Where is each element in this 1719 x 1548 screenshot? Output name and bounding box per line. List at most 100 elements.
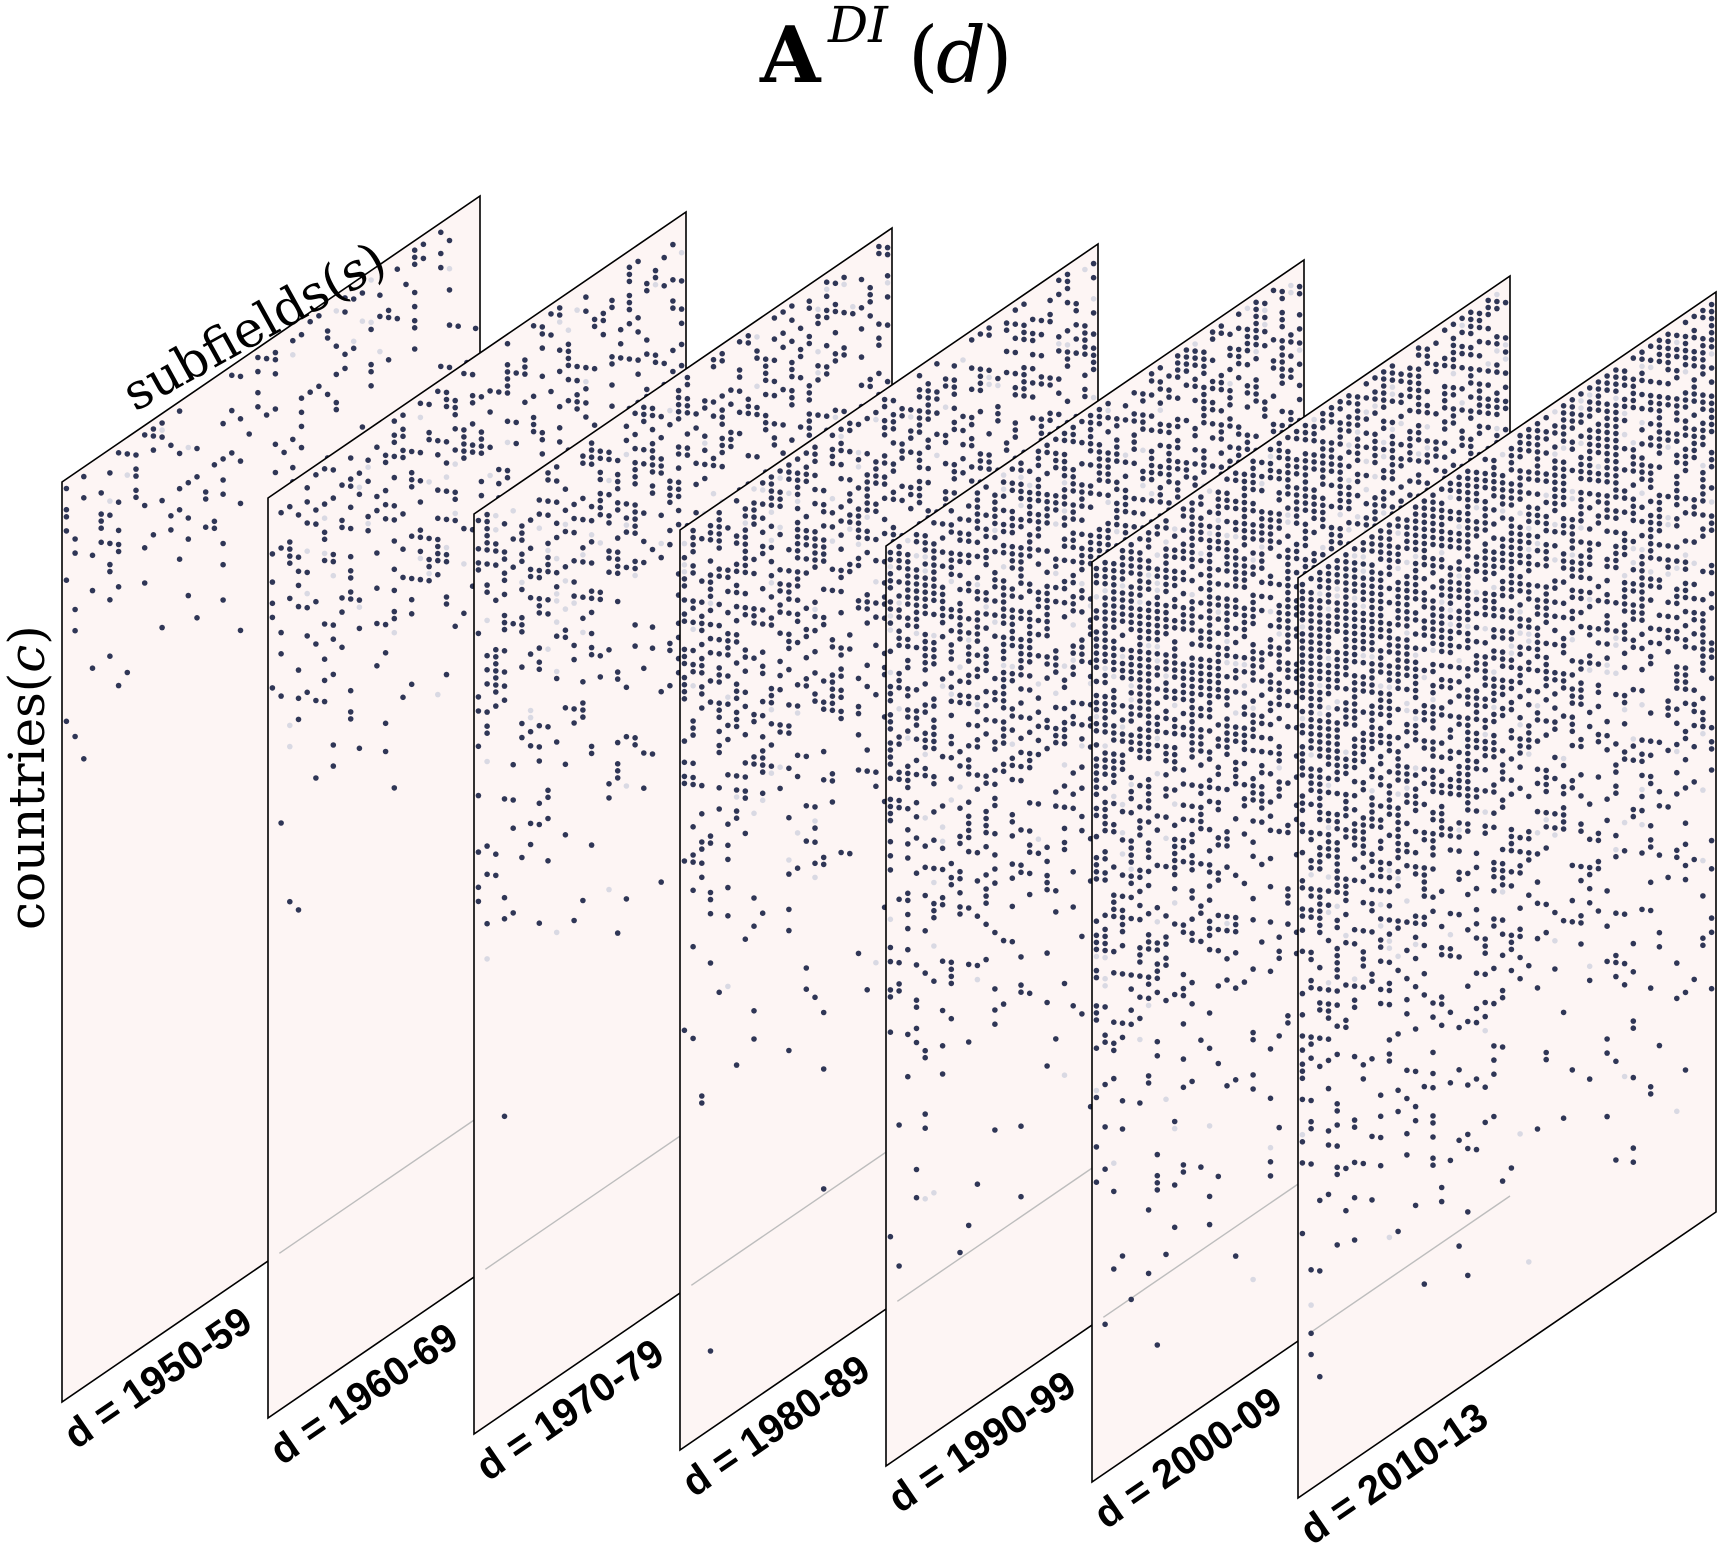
matrix-dot [649,412,656,419]
matrix-dot [632,558,638,565]
matrix-dot [803,527,810,534]
matrix-dot [992,675,998,682]
matrix-dot [435,550,441,557]
matrix-dot [1053,507,1059,513]
matrix-dot [1035,561,1042,567]
matrix-dot [1189,704,1195,711]
matrix-dot [1061,762,1068,768]
matrix-dot [905,890,911,897]
matrix-dot [614,775,621,781]
matrix-dot [1189,627,1195,633]
matrix-dot [661,283,667,289]
matrix-dot [1145,607,1152,614]
matrix-dot [1035,737,1042,744]
matrix-dot [884,251,891,258]
matrix-dot [484,589,490,595]
matrix-dot [965,658,972,664]
matrix-dot [922,610,928,617]
matrix-dot [1224,631,1230,638]
matrix-dot [307,318,314,325]
matrix-dot [1285,1013,1291,1019]
matrix-dot [974,976,981,983]
matrix-dot [1241,661,1248,668]
matrix-dot [1070,572,1076,579]
matrix-dot [1224,829,1230,835]
matrix-dot [1096,456,1103,462]
matrix-dot [1209,406,1216,413]
matrix-dot [812,444,818,451]
matrix-dot [1285,561,1291,568]
matrix-dot [1096,463,1103,469]
matrix-dot [1288,339,1294,345]
matrix-dot [751,761,757,767]
matrix-dot [751,556,757,563]
matrix-dot [614,507,621,513]
matrix-dot [339,644,345,651]
matrix-dot [684,431,691,437]
matrix-dot [1215,524,1222,531]
matrix-dot [759,487,766,493]
matrix-dot [716,700,722,706]
matrix-dot [777,468,783,474]
matrix-dot [931,520,937,526]
matrix-dot [1163,708,1169,715]
matrix-dot [960,413,966,420]
matrix-dot [1218,429,1225,435]
matrix-dot [649,455,656,461]
matrix-dot [896,706,902,712]
matrix-dot [905,615,911,621]
matrix-dot [1328,482,1335,489]
matrix-dot [777,489,783,496]
matrix-dot [1189,803,1195,810]
matrix-dot [1189,754,1195,760]
matrix-dot [905,587,911,593]
matrix-dot [789,394,795,401]
matrix-dot [519,537,525,543]
matrix-dot [1009,663,1016,670]
matrix-dot [983,773,989,779]
matrix-dot [493,851,499,857]
matrix-dot [1163,863,1169,870]
matrix-dot [974,617,981,623]
matrix-dot [1232,675,1239,681]
matrix-dot [742,513,749,519]
matrix-dot [107,568,113,575]
matrix-dot [487,409,493,415]
matrix-dot [759,550,766,557]
matrix-dot [1198,1037,1204,1043]
matrix-dot [751,521,757,527]
matrix-dot [931,646,937,653]
matrix-dot [908,505,914,512]
matrix-dot [1044,506,1050,512]
matrix-dot [1154,643,1161,650]
matrix-dot [905,551,911,558]
matrix-dot [939,866,946,873]
matrix-dot [1093,784,1100,790]
matrix-dot [1148,392,1155,398]
matrix-dot [1244,432,1251,439]
matrix-dot [960,455,966,462]
matrix-dot [1035,751,1042,758]
matrix-dot [1235,325,1242,332]
matrix-dot [812,458,818,465]
matrix-dot [690,570,696,576]
matrix-dot [1259,762,1265,769]
matrix-dot [699,662,705,669]
matrix-dot [1311,430,1317,437]
matrix-dot [194,474,200,480]
matrix-dot [1241,880,1248,887]
matrix-dot [1206,714,1213,720]
matrix-dot [789,338,795,345]
matrix-dot [115,584,122,590]
matrix-dot [1232,667,1239,674]
matrix-dot [1145,1207,1152,1213]
matrix-dot [1093,777,1100,783]
hidden-edge [1102,1179,1305,1318]
matrix-dot [905,855,911,861]
matrix-dot [1145,1080,1152,1086]
matrix-dot [1000,648,1007,655]
matrix-dot [693,425,699,431]
matrix-dot [1111,589,1117,595]
matrix-dot [159,624,165,631]
matrix-dot [1250,557,1256,563]
